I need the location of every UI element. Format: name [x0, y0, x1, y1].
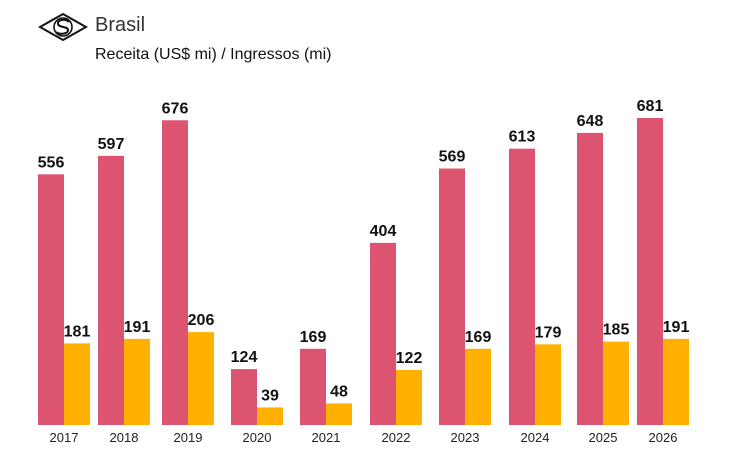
x-tick-label-2021: 2021	[312, 430, 341, 445]
receita-value-label-2018: 597	[98, 136, 125, 153]
x-tick-label-2019: 2019	[174, 430, 203, 445]
receita-value-label-2020: 124	[231, 349, 258, 366]
ingressos-bar-2024	[535, 344, 561, 425]
receita-value-label-2024: 613	[509, 129, 536, 146]
receita-value-label-2026: 681	[637, 98, 664, 115]
ingressos-value-label-2024: 179	[535, 324, 562, 341]
ingressos-value-label-2019: 206	[188, 312, 215, 329]
receita-value-label-2023: 569	[439, 148, 466, 165]
receita-bar-2021	[300, 348, 326, 425]
receita-bar-2024	[509, 148, 535, 426]
receita-bar-2019	[162, 120, 188, 426]
x-tick-label-2022: 2022	[382, 430, 411, 445]
x-tick-label-2023: 2023	[451, 430, 480, 445]
chart-title: Brasil	[95, 14, 146, 36]
x-tick-label-2026: 2026	[649, 430, 678, 445]
ingressos-bar-2023	[465, 348, 491, 425]
x-tick-label-2024: 2024	[521, 430, 550, 445]
ingressos-value-label-2026: 191	[663, 319, 690, 336]
receita-bar-2022	[370, 242, 396, 425]
ingressos-bar-2018	[124, 338, 150, 425]
ingressos-bar-2026	[663, 338, 689, 425]
ingressos-value-label-2017: 181	[64, 323, 91, 340]
ingressos-value-label-2023: 169	[465, 329, 492, 346]
receita-value-label-2022: 404	[370, 223, 397, 240]
ingressos-bar-2021	[326, 403, 352, 425]
ingressos-bar-2020	[257, 407, 283, 425]
ingressos-bar-2017	[64, 343, 90, 425]
ingressos-value-label-2018: 191	[124, 319, 151, 336]
receita-value-label-2025: 648	[577, 113, 604, 130]
x-tick-label-2025: 2025	[589, 430, 618, 445]
ingressos-value-label-2022: 122	[396, 350, 423, 367]
x-tick-label-2020: 2020	[243, 430, 272, 445]
chart-subtitle: Receita (US$ mi) / Ingressos (mi)	[95, 46, 332, 63]
receita-value-label-2021: 169	[300, 329, 327, 346]
logo-icon	[38, 12, 88, 42]
receita-bar-2018	[98, 155, 124, 425]
ingressos-value-label-2025: 185	[603, 322, 630, 339]
ingressos-bar-2022	[396, 370, 422, 425]
x-tick-label-2017: 2017	[50, 430, 79, 445]
receita-bar-2025	[577, 132, 603, 425]
receita-value-label-2017: 556	[38, 154, 65, 171]
receita-bar-2020	[231, 369, 257, 425]
ingressos-bar-2025	[603, 341, 629, 425]
receita-bar-2017	[38, 174, 64, 425]
ingressos-value-label-2020: 39	[261, 387, 279, 404]
ingressos-bar-2019	[188, 332, 214, 425]
x-tick-label-2018: 2018	[110, 430, 139, 445]
receita-bar-2023	[439, 168, 465, 425]
receita-bar-2026	[637, 118, 663, 425]
ingressos-value-label-2021: 48	[330, 383, 348, 400]
receita-value-label-2019: 676	[162, 100, 189, 117]
